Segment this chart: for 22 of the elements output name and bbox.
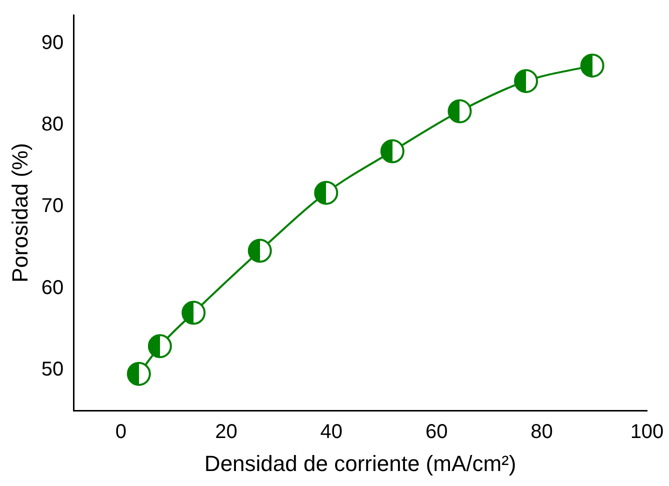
point bbox=[448, 99, 472, 124]
x-tick-label: 100 bbox=[630, 421, 664, 444]
y-tick-label: 70 bbox=[41, 195, 64, 218]
point bbox=[148, 334, 172, 358]
x-tick-label: 80 bbox=[530, 421, 553, 444]
point bbox=[182, 300, 206, 325]
y-tick-label: 50 bbox=[41, 358, 64, 380]
point bbox=[126, 362, 151, 386]
point bbox=[514, 69, 538, 94]
point bbox=[380, 139, 404, 164]
point bbox=[580, 54, 604, 78]
y-tick-label: 80 bbox=[41, 114, 64, 136]
y-axis-title: Porosidad (%) bbox=[7, 143, 32, 282]
point bbox=[314, 180, 338, 205]
x-axis-title: Densidad de corriente (mA/cm²) bbox=[204, 450, 516, 476]
x-tick-label: 20 bbox=[215, 421, 238, 444]
y-tick-label: 90 bbox=[41, 32, 64, 54]
point bbox=[248, 238, 272, 263]
x-tick-label: 0 bbox=[115, 421, 127, 444]
x-tick-label: 60 bbox=[425, 421, 448, 444]
x-tick-label: 40 bbox=[320, 421, 343, 444]
y-tick-label: 60 bbox=[41, 276, 64, 299]
